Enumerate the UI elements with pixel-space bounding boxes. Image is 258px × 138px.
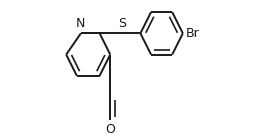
Text: S: S xyxy=(118,17,126,30)
Text: O: O xyxy=(105,123,115,136)
Text: N: N xyxy=(76,17,86,30)
Text: Br: Br xyxy=(186,27,199,40)
